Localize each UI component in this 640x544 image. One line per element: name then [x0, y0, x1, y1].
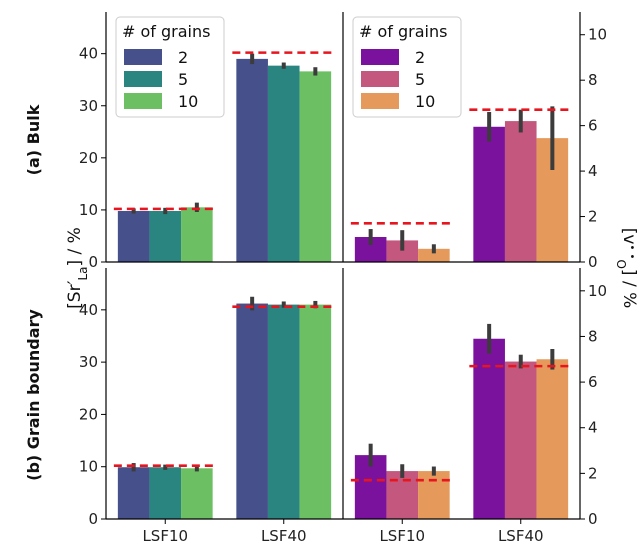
legend-label-5: 5 — [415, 70, 425, 89]
legend-swatch-5 — [361, 71, 399, 87]
row-title-bulk: (a) Bulk — [24, 104, 43, 175]
y-tick-label-right: 6 — [588, 373, 598, 391]
bar-LSF40-series-10 — [299, 304, 332, 519]
legend-label-5: 5 — [178, 70, 188, 89]
left-axis-title-rest: ] / % — [65, 227, 85, 266]
legend-left: # of grains 2 5 10 — [115, 16, 225, 118]
legend-box — [352, 16, 462, 118]
x-tick-label-LSF10: LSF10 — [142, 527, 188, 544]
bar-LSF40-series-5 — [504, 121, 537, 262]
bar-LSF40-series-5 — [504, 361, 537, 519]
right-axis-title-base: [v — [619, 228, 639, 245]
y-tick-label-left: 30 — [79, 353, 98, 371]
legend-swatch-10 — [124, 93, 162, 109]
left-axis-title: [Sr′La] / % — [65, 227, 90, 309]
right-axis-title: [v• •O] / % — [614, 228, 639, 308]
y-tick-label-right: 10 — [588, 26, 607, 44]
y-tick-label-right: 6 — [588, 117, 598, 135]
y-tick-label-left: 20 — [79, 149, 98, 167]
bar-LSF40-series-2 — [473, 338, 505, 519]
x-tick-label-LSF40: LSF40 — [261, 527, 307, 544]
y-tick-label-left: 10 — [79, 458, 98, 476]
bar-LSF10-series-5 — [386, 240, 419, 262]
y-tick-label-left: 20 — [79, 405, 98, 423]
bar-LSF10-series-10 — [181, 468, 213, 519]
y-tick-label-right: 8 — [588, 71, 598, 89]
legend-swatch-10 — [361, 93, 399, 109]
bar-LSF10-series-2 — [117, 210, 150, 262]
right-axis-title-sup: • • — [627, 244, 638, 259]
legend-label-2: 2 — [178, 48, 188, 67]
bar-LSF10-series-5 — [386, 471, 419, 519]
y-tick-label-right: 2 — [588, 464, 598, 482]
bar-LSF10-series-10 — [181, 207, 213, 262]
bar-LSF40-series-10 — [536, 359, 569, 519]
bar-LSF10-series-10 — [418, 248, 450, 262]
legend-title: # of grains — [359, 22, 447, 41]
legend-swatch-2 — [124, 49, 162, 65]
panel-0-right: 0 2 4 6 8 10 # of grains 2 5 10 — [342, 12, 607, 271]
left-axis-title-base: [Sr — [65, 284, 85, 308]
y-tick-label-left: 0 — [88, 510, 98, 528]
bar-LSF10-series-2 — [117, 467, 150, 519]
left-axis-title-sub: La — [76, 266, 90, 280]
y-tick-label-right: 8 — [588, 327, 598, 345]
panel-1-left: 0 10 20 30 40 LSF10 LSF40 — [79, 268, 343, 544]
bar-LSF40-series-2 — [236, 58, 268, 263]
legend-swatch-2 — [361, 49, 399, 65]
legend-swatch-5 — [124, 71, 162, 87]
y-tick-label-left: 30 — [79, 97, 98, 115]
legend-label-10: 10 — [415, 92, 435, 111]
bar-LSF10-series-10 — [418, 471, 450, 519]
bar-LSF40-series-5 — [267, 304, 300, 519]
bar-LSF40-series-10 — [299, 71, 332, 263]
bar-LSF40-series-2 — [473, 126, 505, 263]
row-title-grain-boundary: (b) Grain boundary — [24, 309, 43, 481]
bar-LSF10-series-5 — [149, 210, 182, 262]
legend-right: # of grains 2 5 10 — [352, 16, 462, 118]
bar-LSF40-series-2 — [236, 303, 268, 519]
left-axis-title-prime: ′ — [65, 280, 85, 284]
panel-1-right: 0 2 4 6 8 10 LSF10 LSF40 — [342, 268, 607, 544]
bar-LSF40-series-5 — [267, 65, 300, 263]
legend-label-2: 2 — [415, 48, 425, 67]
y-tick-label-right: 4 — [588, 419, 598, 437]
y-tick-label-left: 40 — [79, 301, 98, 319]
y-tick-label-right: 4 — [588, 162, 598, 180]
right-axis-title-rest: ] / % — [619, 269, 639, 308]
y-tick-label-left: 10 — [79, 201, 98, 219]
x-tick-label-LSF10: LSF10 — [379, 527, 425, 544]
legend-title: # of grains — [122, 22, 210, 41]
x-tick-label-LSF40: LSF40 — [498, 527, 544, 544]
y-tick-label-right: 2 — [588, 208, 598, 226]
bar-LSF10-series-5 — [149, 467, 182, 519]
y-tick-label-right: 10 — [588, 282, 607, 300]
y-tick-label-right: 0 — [588, 253, 598, 271]
y-tick-label-left: 0 — [88, 253, 98, 271]
legend-label-10: 10 — [178, 92, 198, 111]
right-axis-title-sub: O — [614, 259, 628, 268]
y-tick-label-right: 0 — [588, 510, 598, 528]
panel-0-left: 0 10 20 30 40 # of grains 2 5 10 — [79, 12, 343, 271]
legend-box — [115, 16, 225, 118]
y-tick-label-left: 40 — [79, 45, 98, 63]
